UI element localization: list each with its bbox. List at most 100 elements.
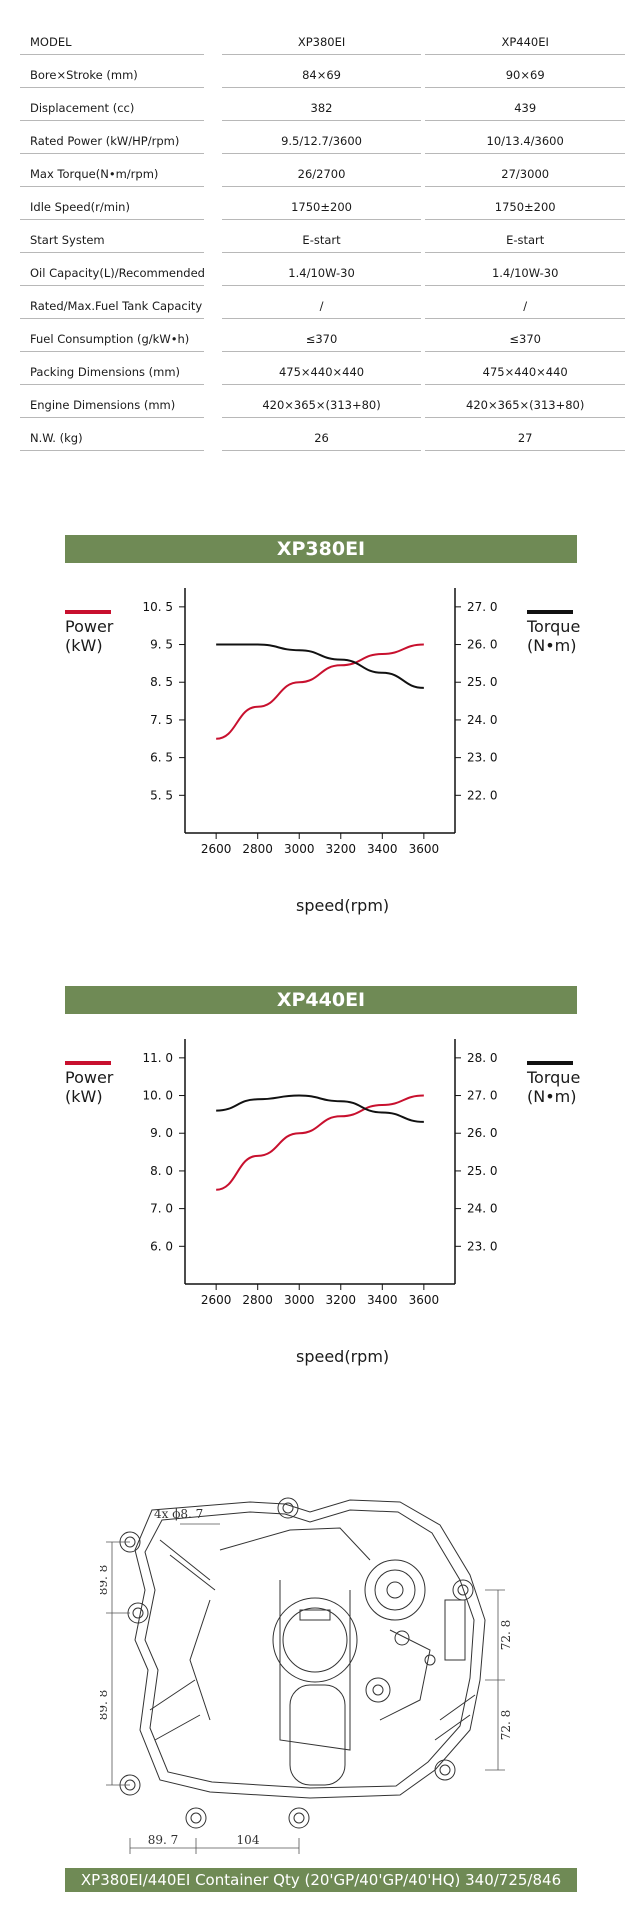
x-axis-title: speed(rpm) (296, 1347, 390, 1366)
container-qty-footer: XP380EI/440EI Container Qty (20'GP/40'GP… (65, 1868, 577, 1892)
spec-value-xp440: 10/13.4/3600 (425, 134, 626, 154)
mount-hole-right (452, 1579, 474, 1601)
x-axis-title: speed(rpm) (296, 896, 390, 915)
spec-value-xp440: ≤370 (425, 332, 626, 352)
power-legend: Power (kW) (65, 610, 113, 655)
main-bearing-inner (282, 1607, 348, 1673)
xp380-banner: XP380EI (65, 535, 577, 563)
spec-row: Bore×Stroke (mm) 84×69 90×69 (20, 55, 626, 88)
main-bearing-key (299, 1609, 331, 1621)
y-left-tick-label: 8. 0 (150, 1164, 173, 1178)
spec-value-xp440: 420×365×(313+80) (425, 398, 626, 418)
spec-value-xp440: E-start (425, 233, 626, 253)
y-left-tick-label: 9. 5 (150, 638, 173, 652)
spec-value-xp440: 439 (425, 101, 626, 121)
power-legend-unit: (kW) (65, 636, 103, 655)
y-left-tick-label: 10. 5 (142, 600, 173, 614)
spec-value-xp380: 382 (221, 101, 422, 121)
chart-svg: 11. 0 10. 0 9. 0 8. 0 7. 0 6. 0 28. 0 27. 0 26. … (142, 1039, 498, 1307)
dim-bottom-right: 104 (237, 1833, 260, 1847)
spec-label: Max Torque(N•m/rpm) (20, 167, 204, 187)
spec-value-xp380: 84×69 (221, 68, 422, 88)
spec-label: Packing Dimensions (mm) (20, 365, 204, 385)
y-left-tick-label: 5. 5 (150, 788, 173, 802)
x-tick-label: 2600 (201, 1293, 232, 1307)
power-legend-swatch (65, 1061, 111, 1065)
y-right-tick-label: 23. 0 (467, 1239, 498, 1253)
power-legend: Power (kW) (65, 1061, 113, 1106)
spec-value-xp380: 9.5/12.7/3600 (221, 134, 422, 154)
power-legend-label: Power (65, 1068, 114, 1087)
dim-left-bottom: 89. 8 (100, 1690, 110, 1721)
torque-legend-swatch (527, 610, 573, 614)
spec-value-xp440: / (425, 299, 626, 319)
spec-row: Idle Speed(r/min) 1750±200 1750±200 (20, 187, 626, 220)
y-right-tick-label: 24. 0 (467, 1202, 498, 1216)
main-bearing-outer (272, 1597, 358, 1683)
mount-hole-bottom-right (434, 1759, 456, 1781)
spec-row: Fuel Consumption (g/kW•h) ≤370 ≤370 (20, 319, 626, 352)
xp440-chart: 11. 0 10. 0 9. 0 8. 0 7. 0 6. 0 28. 0 27. 0 26. … (40, 1029, 600, 1366)
spec-value-xp440: 1.4/10W-30 (425, 266, 626, 286)
mount-hole-top-center (277, 1497, 299, 1519)
spec-header-row: MODEL XP380EI XP440EI (20, 22, 626, 55)
side-vent (444, 1599, 466, 1661)
mount-hole-bottom-center-right (288, 1807, 310, 1829)
y-right-tick-label: 25. 0 (467, 1164, 498, 1178)
torque-legend: Torque (N•m) (527, 1061, 580, 1106)
y-right-tick-label: 26. 0 (467, 638, 498, 652)
power-curve (216, 643, 424, 740)
spec-label: N.W. (kg) (20, 431, 204, 451)
x-tick-label: 3600 (409, 1293, 440, 1307)
spec-row: Engine Dimensions (mm) 420×365×(313+80) 42… (20, 385, 626, 418)
y-right-tick-label: 26. 0 (467, 1126, 498, 1140)
power-legend-swatch (65, 610, 111, 614)
spec-row: Rated Power (kW/HP/rpm) 9.5/12.7/3600 10/1… (20, 121, 626, 154)
y-right-tick-label: 27. 0 (467, 1089, 498, 1103)
spec-header-xp380: XP380EI (221, 35, 422, 55)
y-right-tick-label: 24. 0 (467, 713, 498, 727)
torque-legend-swatch (527, 1061, 573, 1065)
crankcase-ribs (189, 1527, 431, 1751)
spec-value-xp380: 420×365×(313+80) (221, 398, 422, 418)
spec-label: Rated/Max.Fuel Tank Capacity (L) (20, 299, 204, 319)
spec-value-xp380: 1750±200 (221, 200, 422, 220)
spec-row: Max Torque(N•m/rpm) 26/2700 27/3000 (20, 154, 626, 187)
spec-value-xp440: 475×440×440 (425, 365, 626, 385)
spec-value-xp380: / (221, 299, 422, 319)
power-curve (216, 1094, 424, 1191)
oil-sump-channel (289, 1684, 346, 1786)
x-tick-label: 2800 (242, 842, 273, 856)
torque-curve (216, 643, 424, 689)
y-right-tick-label: 22. 0 (467, 788, 498, 802)
spec-row: Rated/Max.Fuel Tank Capacity (L) / / (20, 286, 626, 319)
torque-legend-unit: (N•m) (527, 1087, 577, 1106)
drawing-svg: 4x ϕ8. 7 89. 8 89. 8 72. 8 72. 8 89. 7 1… (96, 1497, 513, 1854)
torque-legend-unit: (N•m) (527, 636, 577, 655)
dim-right-bottom: 72. 8 (499, 1710, 513, 1741)
spec-label: Bore×Stroke (mm) (20, 68, 204, 88)
dim-left-top: 89. 8 (100, 1565, 110, 1596)
chart-svg: 10. 5 9. 5 8. 5 7. 5 6. 5 5. 5 27. 0 26. 0 25. 0… (142, 588, 498, 856)
y-left-tick-label: 11. 0 (142, 1051, 173, 1065)
xp380-chart: 10. 5 9. 5 8. 5 7. 5 6. 5 5. 5 27. 0 26. 0 25. 0… (40, 578, 600, 915)
dim-bottom-left: 89. 7 (148, 1833, 179, 1847)
spec-value-xp380: 1.4/10W-30 (221, 266, 422, 286)
power-legend-label: Power (65, 617, 114, 636)
torque-legend-label: Torque (527, 617, 581, 636)
spec-value-xp380: 26 (221, 431, 422, 451)
power-legend-unit: (kW) (65, 1087, 103, 1106)
spec-value-xp440: 90×69 (425, 68, 626, 88)
y-left-tick-label: 9. 0 (150, 1126, 173, 1140)
engine-mounting-drawing: 4x ϕ8. 7 89. 8 89. 8 72. 8 72. 8 89. 7 1… (96, 1480, 530, 1860)
spec-value-xp440: 27 (425, 431, 626, 451)
spec-value-xp440: 1750±200 (425, 200, 626, 220)
x-tick-label: 3000 (284, 1293, 315, 1307)
mount-hole-bottom-center-left (185, 1807, 207, 1829)
y-left-tick-label: 6. 5 (150, 751, 173, 765)
spec-label: Fuel Consumption (g/kW•h) (20, 332, 204, 352)
spec-label: Idle Speed(r/min) (20, 200, 204, 220)
governor-boss (364, 1559, 426, 1621)
spec-value-xp380: ≤370 (221, 332, 422, 352)
torque-curve (216, 1094, 424, 1123)
